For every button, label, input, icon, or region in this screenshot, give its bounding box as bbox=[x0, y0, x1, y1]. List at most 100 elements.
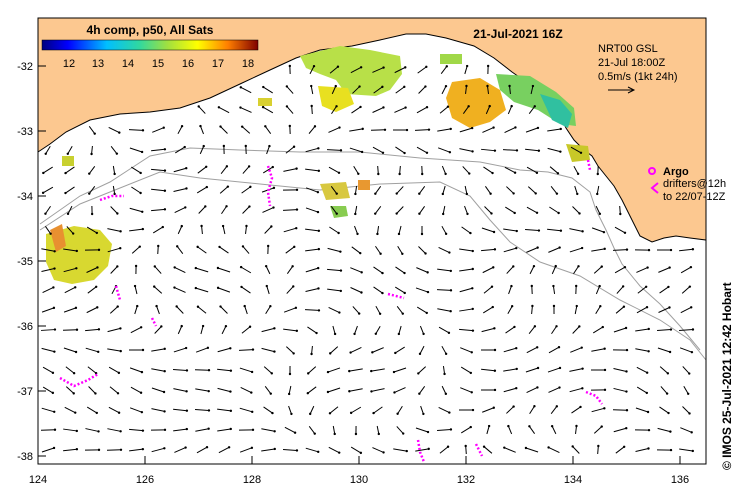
current-arrow-head bbox=[493, 327, 496, 330]
y-tick-label: -37 bbox=[17, 386, 33, 398]
current-arrow-head bbox=[371, 351, 374, 354]
current-arrow bbox=[437, 128, 451, 132]
current-arrow-head bbox=[66, 152, 69, 155]
current-arrow bbox=[419, 325, 425, 335]
current-arrow-head bbox=[688, 285, 692, 288]
current-arrow bbox=[330, 206, 338, 214]
current-arrow-head bbox=[482, 445, 486, 448]
current-arrow-head bbox=[71, 232, 75, 235]
current-arrow-head bbox=[554, 264, 557, 268]
current-arrow-head bbox=[316, 266, 320, 270]
current-arrow-head bbox=[536, 346, 539, 349]
colorbar-tick: 16 bbox=[182, 58, 194, 70]
current-arrow-head bbox=[665, 392, 669, 395]
current-arrow-head bbox=[449, 269, 453, 273]
current-arrow bbox=[503, 247, 517, 253]
current-arrow-head bbox=[686, 392, 690, 395]
current-arrow bbox=[659, 406, 669, 414]
current-arrow-head bbox=[229, 347, 232, 350]
current-arrow bbox=[85, 328, 99, 332]
current-arrow-head bbox=[420, 232, 424, 236]
current-arrow bbox=[574, 185, 578, 195]
current-arrow-head bbox=[444, 232, 448, 236]
current-arrow-head bbox=[444, 352, 448, 356]
current-arrow-head bbox=[378, 312, 382, 316]
current-arrow-head bbox=[581, 367, 584, 370]
current-arrow bbox=[503, 387, 517, 393]
current-arrow bbox=[91, 145, 93, 155]
current-arrow-head bbox=[118, 131, 121, 134]
current-arrow bbox=[397, 405, 403, 415]
colorbar-title: 4h comp, p50, All Sats bbox=[87, 23, 214, 37]
current-arrow bbox=[526, 166, 538, 174]
current-arrow bbox=[261, 347, 275, 353]
current-arrow bbox=[482, 407, 494, 413]
current-arrow bbox=[420, 405, 424, 415]
current-arrow bbox=[418, 386, 426, 394]
current-arrow-head bbox=[310, 84, 313, 88]
current-arrow-head bbox=[295, 449, 299, 452]
current-arrow-head bbox=[349, 411, 353, 415]
current-arrow-head bbox=[207, 389, 210, 393]
current-arrow bbox=[266, 145, 270, 155]
current-arrow-head bbox=[493, 248, 497, 251]
current-arrow-head bbox=[425, 151, 429, 155]
current-arrow bbox=[242, 166, 250, 174]
current-arrow bbox=[63, 248, 77, 252]
current-arrow-head bbox=[119, 430, 122, 433]
current-arrow bbox=[373, 86, 383, 94]
current-arrow-head bbox=[668, 350, 672, 354]
current-arrow bbox=[415, 448, 429, 452]
current-arrow bbox=[286, 106, 294, 114]
current-arrow bbox=[262, 106, 274, 114]
current-arrow bbox=[636, 306, 648, 314]
current-arrow-head bbox=[357, 312, 361, 315]
current-arrow-head bbox=[264, 125, 267, 128]
current-arrow-head bbox=[619, 212, 622, 216]
current-arrow bbox=[570, 146, 582, 154]
current-arrow-head bbox=[317, 450, 320, 454]
current-arrow-head bbox=[510, 304, 514, 308]
current-arrow-head bbox=[53, 328, 57, 331]
current-arrow-head bbox=[596, 172, 599, 176]
current-arrow-head bbox=[383, 128, 387, 131]
current-arrow bbox=[526, 206, 538, 214]
current-arrow bbox=[437, 428, 451, 432]
current-arrow bbox=[64, 286, 76, 294]
current-arrow-head bbox=[690, 306, 693, 309]
current-arrow bbox=[173, 167, 187, 173]
current-arrow-head bbox=[310, 104, 313, 108]
current-arrow-head bbox=[285, 105, 289, 108]
current-arrow-head bbox=[175, 305, 178, 308]
current-arrow bbox=[151, 368, 165, 372]
current-arrow bbox=[41, 447, 55, 453]
current-arrow-head bbox=[513, 171, 517, 174]
current-arrow-head bbox=[471, 150, 474, 153]
current-arrow-head bbox=[117, 411, 121, 414]
current-arrow-head bbox=[250, 370, 254, 374]
current-arrow-head bbox=[51, 391, 55, 395]
current-arrow bbox=[41, 268, 55, 272]
current-arrow bbox=[220, 126, 228, 134]
current-arrow bbox=[240, 107, 252, 113]
current-arrow bbox=[613, 249, 627, 251]
current-arrow-head bbox=[66, 212, 70, 216]
current-arrow bbox=[65, 386, 75, 394]
current-arrow-head bbox=[359, 105, 362, 109]
current-arrow bbox=[417, 366, 427, 374]
current-arrow-head bbox=[334, 84, 337, 88]
current-arrow bbox=[551, 325, 557, 335]
argo-label: Argo bbox=[663, 166, 689, 178]
current-arrow-head bbox=[381, 151, 385, 154]
current-arrow bbox=[635, 328, 649, 332]
current-arrow-head bbox=[405, 128, 409, 132]
current-arrow bbox=[283, 307, 297, 313]
current-arrow-head bbox=[404, 66, 407, 69]
current-arrow bbox=[331, 105, 337, 115]
current-arrow-head bbox=[64, 171, 67, 175]
current-arrow bbox=[66, 226, 74, 234]
current-arrow bbox=[331, 85, 337, 95]
current-arrow-head bbox=[510, 284, 513, 288]
current-arrow bbox=[548, 387, 560, 393]
current-arrow bbox=[573, 165, 579, 175]
